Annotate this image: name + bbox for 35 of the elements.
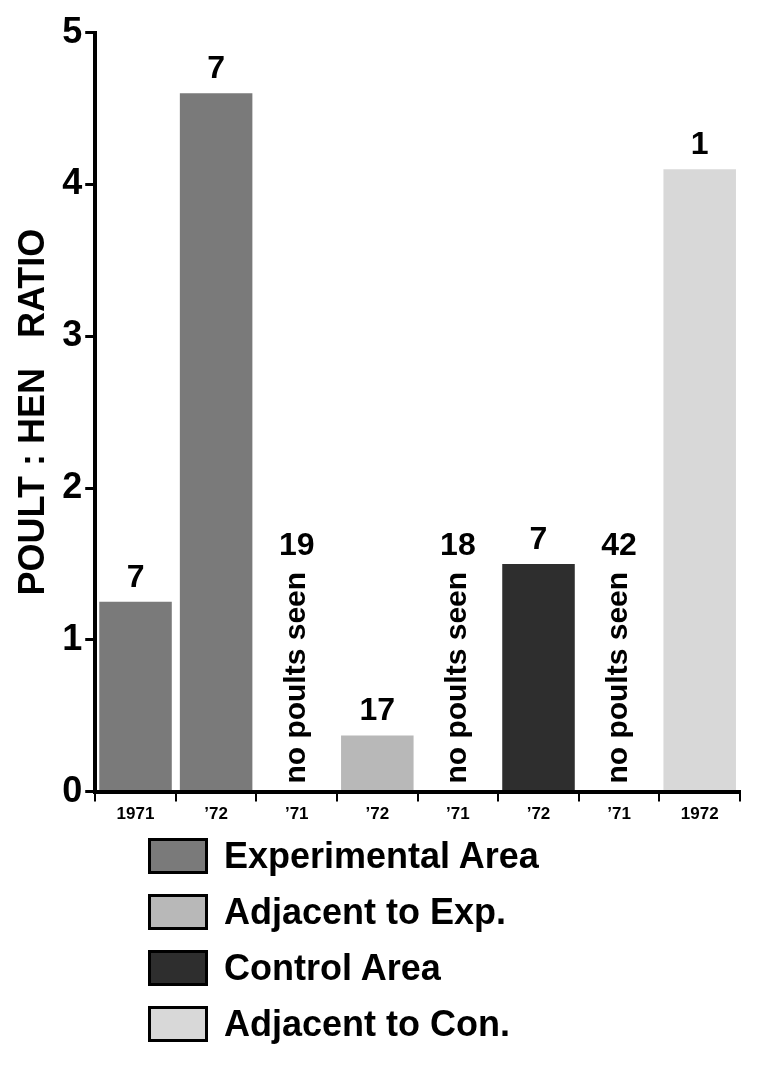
x-tick-label: ’72 [204, 804, 228, 824]
annotation: 42 [601, 525, 637, 562]
bar [502, 563, 575, 791]
annotation: 17 [359, 691, 396, 728]
bar [99, 601, 172, 791]
x-tick-label: 1972 [680, 804, 719, 824]
annotation: no poults seen [600, 571, 634, 784]
legend-label: Control Area [224, 947, 441, 989]
legend-label: Experimental Area [224, 835, 539, 877]
annotation: 18 [440, 525, 476, 562]
annotation: 7 [529, 519, 548, 556]
annotation: no poults seen [277, 571, 311, 784]
annotation: no poults seen [439, 571, 473, 784]
bar [341, 735, 414, 791]
legend-label: Adjacent to Exp. [224, 891, 507, 933]
y-tick-label: 4 [62, 161, 83, 203]
annotation: 19 [278, 525, 315, 562]
x-tick-label: ’72 [526, 804, 551, 824]
annotation: 1 [690, 125, 709, 162]
x-tick-label: ’71 [446, 804, 470, 824]
annotation: 7 [126, 557, 145, 594]
x-tick-label: ’71 [607, 804, 631, 824]
y-tick-label: 3 [62, 313, 83, 355]
y-tick-label: 0 [62, 768, 83, 810]
y-tick-label: 2 [62, 464, 83, 506]
x-tick-label: ’72 [365, 804, 390, 824]
x-tick-label: ’71 [284, 804, 309, 824]
annotation: 7 [207, 49, 226, 86]
bar [179, 93, 253, 791]
y-axis-title: POULT : HEN RATIO [10, 228, 52, 596]
x-tick-label: 1971 [116, 804, 155, 824]
legend-label: Adjacent to Con. [224, 1003, 510, 1045]
bar [663, 169, 736, 791]
y-tick-label: 1 [62, 616, 83, 658]
y-tick-label: 5 [62, 9, 83, 51]
